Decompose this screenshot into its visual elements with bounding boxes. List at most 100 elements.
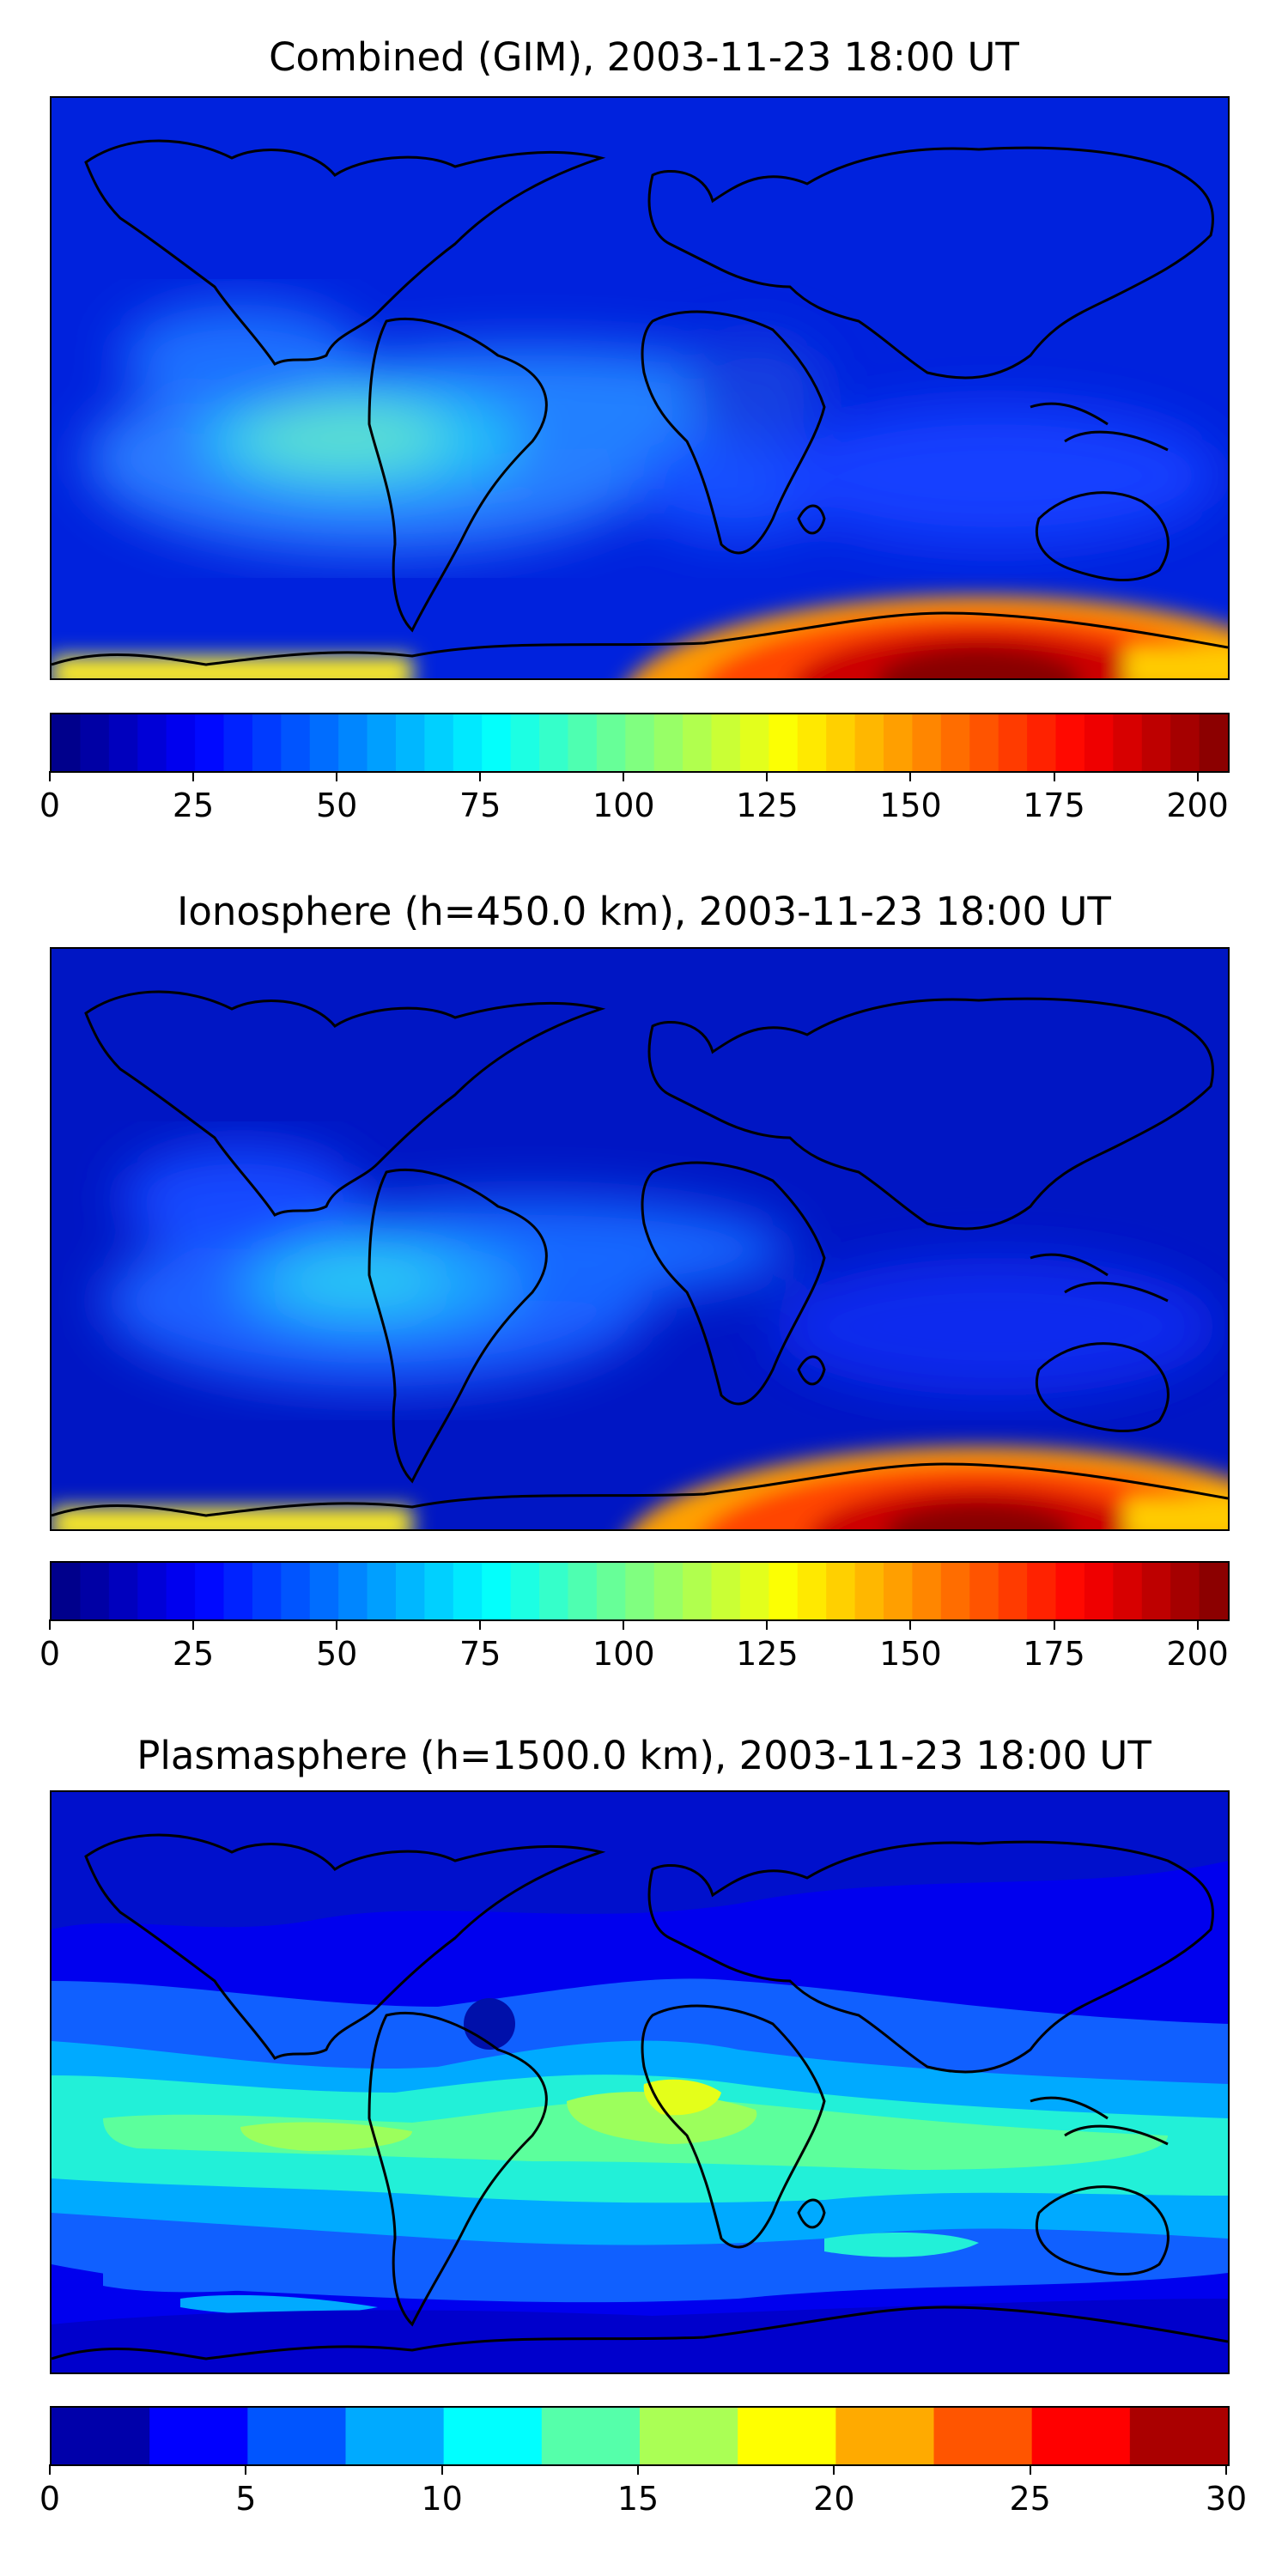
colorbar-level	[769, 714, 799, 771]
colorbar-level	[80, 1563, 110, 1619]
combined-heatmap	[52, 98, 1228, 678]
colorbar-level	[281, 1563, 311, 1619]
colorbar-level	[395, 714, 425, 771]
colorbar-level	[769, 1563, 799, 1619]
colorbar-level	[539, 714, 569, 771]
colorbar-level	[683, 714, 713, 771]
colorbar-level	[108, 1563, 138, 1619]
colorbar-level	[568, 1563, 598, 1619]
colorbar-level	[338, 1563, 368, 1619]
combined-map	[50, 96, 1230, 680]
colorbar-tick-label: 5	[235, 2480, 257, 2518]
colorbar-tick	[49, 771, 51, 781]
colorbar-level	[1055, 714, 1085, 771]
colorbar-tick-label: 75	[459, 787, 501, 824]
colorbar-level	[1084, 714, 1114, 771]
colorbar-tick	[336, 771, 338, 781]
colorbar-level	[940, 1563, 970, 1619]
plasmasphere-panel: Plasmasphere (h=1500.0 km), 2003-11-23 1…	[0, 1717, 1288, 2576]
colorbar-level	[826, 714, 856, 771]
ionosphere-title: Ionosphere (h=450.0 km), 2003-11-23 18:0…	[177, 889, 1111, 934]
colorbar-tick	[766, 771, 769, 781]
colorbar-tick	[909, 771, 912, 781]
colorbar-tick-label: 125	[736, 787, 799, 824]
colorbar-level	[52, 2408, 150, 2464]
colorbar-level	[653, 1563, 683, 1619]
colorbar-level	[52, 714, 82, 771]
colorbar-level	[1170, 714, 1200, 771]
colorbar-level	[1170, 1563, 1200, 1619]
colorbar-level	[739, 714, 769, 771]
colorbar-level	[1027, 714, 1057, 771]
colorbar-level	[797, 714, 827, 771]
colorbar-tick	[766, 1619, 769, 1630]
colorbar-level	[453, 714, 483, 771]
colorbar-tick	[833, 2464, 835, 2475]
colorbar-tick	[909, 1619, 912, 1630]
colorbar-tick-label: 25	[172, 787, 215, 824]
colorbar-level	[309, 1563, 339, 1619]
colorbar-level	[223, 1563, 253, 1619]
colorbar-level	[482, 714, 512, 771]
colorbar-level	[969, 714, 999, 771]
colorbar-level	[596, 714, 626, 771]
colorbar-level	[166, 714, 196, 771]
ionosphere-colorbar	[50, 1561, 1230, 1621]
colorbar-tick-label: 50	[315, 1635, 358, 1673]
colorbar-tick-label: 175	[1023, 1635, 1085, 1673]
colorbar-tick	[479, 771, 482, 781]
colorbar-level	[482, 1563, 512, 1619]
colorbar-tick-label: 0	[39, 2480, 61, 2518]
colorbar-level	[539, 1563, 569, 1619]
colorbar-tick	[1053, 1619, 1055, 1630]
colorbar-level	[52, 1563, 82, 1619]
colorbar-level	[281, 714, 311, 771]
colorbar-level	[969, 1563, 999, 1619]
combined-colorbar	[50, 713, 1230, 773]
colorbar-tick	[623, 1619, 625, 1630]
plasmasphere-title: Plasmasphere (h=1500.0 km), 2003-11-23 1…	[137, 1733, 1151, 1778]
colorbar-tick-label: 50	[315, 787, 358, 824]
combined-colorbar-svg	[52, 714, 1228, 771]
plasmasphere-colorbar-svg	[52, 2408, 1228, 2464]
colorbar-level	[309, 714, 339, 771]
colorbar-tick-label: 175	[1023, 787, 1085, 824]
colorbar-tick-label: 100	[592, 1635, 655, 1673]
colorbar-level	[252, 714, 282, 771]
colorbar-tick	[637, 2464, 639, 2475]
colorbar-tick-label: 30	[1205, 2480, 1248, 2518]
colorbar-level	[625, 1563, 655, 1619]
colorbar-level	[596, 1563, 626, 1619]
colorbar-tick-label: 100	[592, 787, 655, 824]
colorbar-tick-label: 200	[1166, 787, 1229, 824]
ionosphere-map	[50, 947, 1230, 1531]
colorbar-level	[1129, 2408, 1228, 2464]
colorbar-level	[424, 714, 454, 771]
colorbar-tick-label: 125	[736, 1635, 799, 1673]
colorbar-tick-label: 15	[617, 2480, 659, 2518]
colorbar-level	[195, 1563, 225, 1619]
colorbar-level	[223, 714, 253, 771]
colorbar-tick	[49, 2464, 51, 2475]
colorbar-tick-label: 150	[879, 787, 942, 824]
colorbar-level	[1084, 1563, 1114, 1619]
colorbar-tick-label: 25	[1009, 2480, 1051, 2518]
colorbar-level	[1113, 714, 1143, 771]
colorbar-tick-label: 150	[879, 1635, 942, 1673]
plasmasphere-map	[50, 1790, 1230, 2374]
colorbar-level	[338, 714, 368, 771]
colorbar-level	[1027, 1563, 1057, 1619]
colorbar-level	[510, 1563, 540, 1619]
colorbar-level	[395, 1563, 425, 1619]
colorbar-level	[1141, 1563, 1171, 1619]
ionosphere-panel: Ionosphere (h=450.0 km), 2003-11-23 18:0…	[0, 859, 1288, 1717]
colorbar-level	[653, 714, 683, 771]
colorbar-level	[252, 1563, 282, 1619]
colorbar-tick-label: 10	[421, 2480, 463, 2518]
colorbar-level	[424, 1563, 454, 1619]
colorbar-level	[738, 2408, 836, 2464]
colorbar-level	[137, 1563, 167, 1619]
colorbar-level	[137, 714, 167, 771]
colorbar-level	[854, 714, 884, 771]
combined-panel: Combined (GIM), 2003-11-23 18:00 UT	[0, 0, 1288, 859]
